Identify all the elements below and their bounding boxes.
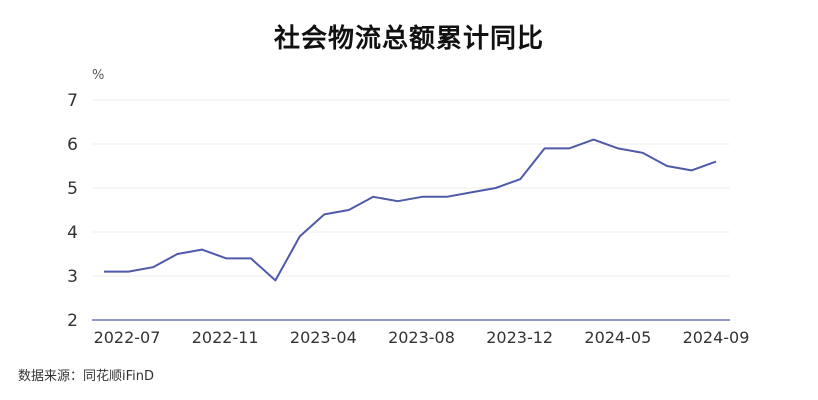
y-tick-label: 3 bbox=[67, 267, 78, 287]
y-tick-label: 6 bbox=[67, 135, 78, 155]
series-line bbox=[104, 138, 717, 282]
x-tick-label: 2022-07 bbox=[94, 328, 161, 347]
chart-title: 社会物流总额累计同比 bbox=[273, 24, 544, 54]
x-tick-label: 2023-12 bbox=[486, 328, 553, 347]
y-tick-label: 4 bbox=[67, 223, 78, 243]
source-note: 数据来源：同花顺iFinD bbox=[18, 369, 155, 384]
x-tick-label: 2024-09 bbox=[683, 328, 750, 347]
x-tick-label: 2024-05 bbox=[584, 328, 651, 347]
y-tick-label: 7 bbox=[67, 91, 78, 111]
series bbox=[104, 138, 717, 282]
grid-lines bbox=[92, 99, 730, 277]
x-tick-label: 2022-11 bbox=[192, 328, 259, 347]
y-tick-label: 5 bbox=[67, 179, 78, 199]
y-axis-unit-label: % bbox=[92, 68, 104, 83]
x-tick-label: 2023-04 bbox=[290, 328, 357, 347]
x-tick-label: 2023-08 bbox=[388, 328, 455, 347]
axes: 2 3 4 5 6 7 2022-07 2022-11 2023-04 2023-08 2023-1… bbox=[67, 91, 749, 347]
y-tick-label: 2 bbox=[67, 311, 78, 331]
